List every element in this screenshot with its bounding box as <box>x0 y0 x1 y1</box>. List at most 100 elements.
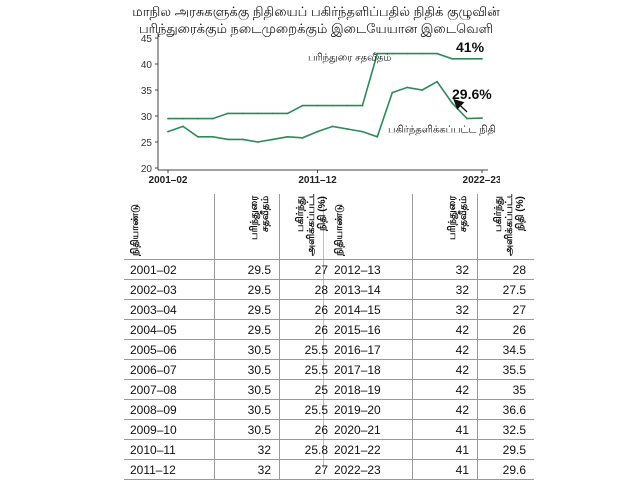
cell-devolved: 25.5 <box>279 339 336 360</box>
cell-year: 2011–12 <box>124 459 215 480</box>
cell-year: 2020–21 <box>328 419 413 440</box>
cell-devolved: 26 <box>279 319 336 340</box>
point-devolved <box>376 135 379 138</box>
table-row: 2008–09 30.5 25.5 <box>124 399 336 420</box>
point-devolved <box>256 141 259 143</box>
point-recommended <box>197 117 199 120</box>
cell-devolved: 27 <box>477 299 534 320</box>
point-recommended <box>182 117 184 120</box>
chart-title-line-2: பரிந்துரைக்கும் நடைமுறைக்கும் இடையேயான இ… <box>138 21 493 36</box>
point-devolved <box>271 138 274 141</box>
y-tick-label: 40 <box>141 60 153 71</box>
y-tick-label: 45 <box>141 34 153 45</box>
cell-year: 2003–04 <box>124 299 215 320</box>
y-tick-label: 20 <box>141 164 153 175</box>
y-tick-label: 25 <box>141 138 153 149</box>
point-devolved <box>211 135 214 138</box>
point-devolved <box>451 102 453 104</box>
point-devolved <box>481 117 483 119</box>
data-table-right: நிதியாண்டு பரிந்துரை சதவீதம் பகிர்ந்து அ… <box>328 194 534 480</box>
cell-devolved: 26 <box>279 299 336 320</box>
cell-year: 2004–05 <box>124 319 215 340</box>
point-devolved <box>436 80 439 83</box>
annotation-devolved-value: 29.6% <box>452 86 492 102</box>
cell-year: 2021–22 <box>328 439 413 460</box>
cell-year: 2002–03 <box>124 279 215 300</box>
point-recommended <box>406 52 409 55</box>
point-devolved <box>301 136 304 139</box>
table-row: 2018–19 42 35 <box>328 379 534 400</box>
point-recommended <box>361 104 364 107</box>
line-chart: 20 25 30 35 40 45 2001–02 2011–12 2022–23 பரிந்… <box>141 32 500 186</box>
cell-year: 2015–16 <box>328 319 413 340</box>
header-year: நிதியாண்டு <box>124 194 215 260</box>
y-tick-label: 35 <box>141 86 153 97</box>
point-recommended <box>211 117 214 120</box>
x-tick-label: 2022–23 <box>463 175 500 186</box>
x-tick-label: 2001–02 <box>149 175 188 186</box>
cell-recommended: 42 <box>412 339 478 360</box>
table-row: 2001–02 29.5 27 <box>124 259 336 280</box>
cell-devolved: 29.6 <box>477 459 534 480</box>
point-devolved <box>391 91 394 94</box>
point-devolved <box>167 130 169 133</box>
cell-year: 2019–20 <box>328 399 413 420</box>
table-row: 2022–23 41 29.6 <box>328 459 534 480</box>
header-recommended: பரிந்துரை சதவீதம் <box>412 194 478 260</box>
cell-recommended: 29.5 <box>214 259 280 280</box>
point-recommended <box>286 112 289 115</box>
point-recommended <box>391 52 394 55</box>
cell-year: 2008–09 <box>124 399 215 420</box>
cell-recommended: 29.5 <box>214 319 280 340</box>
cell-devolved: 28 <box>477 259 534 280</box>
point-devolved <box>241 138 244 141</box>
series-label-recommended: பரிந்துரை சதவீதம் <box>308 52 391 63</box>
point-devolved <box>316 130 319 133</box>
table-row: 2020–21 41 32.5 <box>328 419 534 440</box>
table-row: 2010–11 32 25.8 <box>124 439 336 460</box>
cell-year: 2018–19 <box>328 379 413 400</box>
point-devolved <box>226 138 229 141</box>
table-row: 2003–04 29.5 26 <box>124 299 336 320</box>
cell-devolved: 35.5 <box>477 359 534 380</box>
point-recommended <box>226 112 229 115</box>
cell-year: 2022–23 <box>328 459 413 480</box>
cell-devolved: 32.5 <box>477 419 534 440</box>
cell-devolved: 36.6 <box>477 399 534 420</box>
table-row: 2016–17 42 34.5 <box>328 339 534 360</box>
cell-year: 2012–13 <box>328 259 413 280</box>
chart-title-line-1: மாநில அரசுகளுக்கு நிதியைப் பகிர்ந்தளிப்ப… <box>132 4 500 19</box>
series-label-devolved: பகிர்ந்தளிக்கப்பட்ட நிதி <box>388 125 496 136</box>
cell-year: 2017–18 <box>328 359 413 380</box>
cell-recommended: 32 <box>412 299 478 320</box>
cell-recommended: 42 <box>412 399 478 420</box>
cell-recommended: 41 <box>412 459 478 480</box>
point-recommended <box>271 112 274 115</box>
point-recommended <box>256 112 259 115</box>
cell-devolved: 26 <box>279 419 336 440</box>
series-devolved-line <box>167 80 483 143</box>
x-tick-label: 2011–12 <box>298 175 337 186</box>
cell-year: 2013–14 <box>328 279 413 300</box>
point-recommended <box>241 112 244 115</box>
table-row: 2019–20 42 36.6 <box>328 399 534 420</box>
cell-devolved: 25.8 <box>279 439 336 460</box>
cell-recommended: 41 <box>412 439 478 460</box>
table-row: 2013–14 32 27.5 <box>328 279 534 300</box>
cell-year: 2014–15 <box>328 299 413 320</box>
point-devolved <box>286 135 289 138</box>
point-devolved <box>197 135 199 138</box>
point-devolved <box>406 86 409 89</box>
table-row: 2014–15 32 27 <box>328 299 534 320</box>
cell-recommended: 32 <box>214 459 280 480</box>
point-devolved <box>346 128 349 130</box>
point-recommended <box>331 104 334 107</box>
cell-devolved: 34.5 <box>477 339 534 360</box>
cell-recommended: 30.5 <box>214 379 280 400</box>
cell-recommended: 42 <box>412 359 478 380</box>
point-recommended <box>466 57 468 60</box>
y-tick-label: 30 <box>141 112 153 123</box>
table-row: 2002–03 29.5 28 <box>124 279 336 300</box>
table-row: 2006–07 30.5 25.5 <box>124 359 336 380</box>
cell-recommended: 42 <box>412 319 478 340</box>
